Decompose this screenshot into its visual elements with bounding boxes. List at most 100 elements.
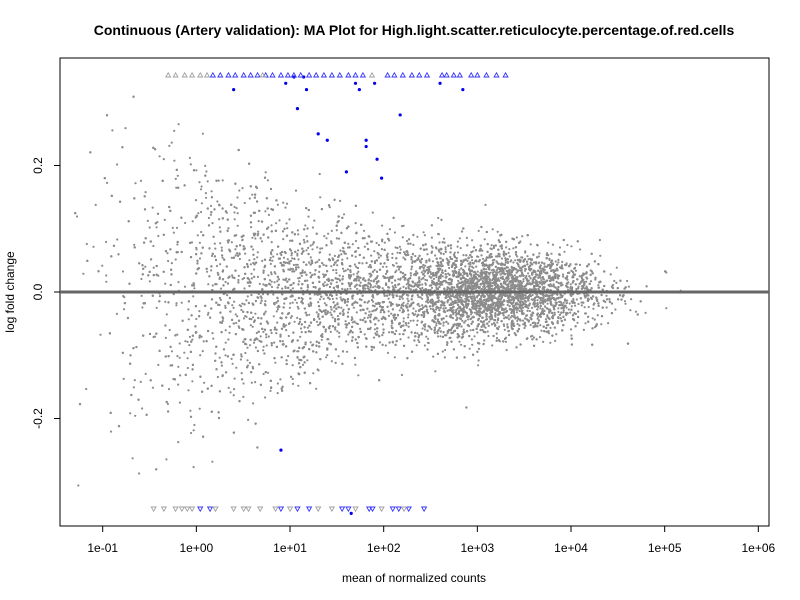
data-point (341, 310, 344, 313)
data-point (477, 293, 481, 297)
data-point (234, 254, 237, 257)
data-point (449, 255, 452, 259)
data-point (168, 144, 171, 147)
data-point (561, 260, 564, 263)
data-point (401, 297, 404, 300)
data-point (188, 335, 191, 338)
data-point (242, 317, 246, 320)
data-point (296, 356, 299, 359)
data-point (152, 266, 155, 269)
data-point (427, 337, 430, 340)
data-point (207, 216, 210, 220)
data-point (504, 340, 507, 343)
data-point (557, 258, 560, 261)
data-point (254, 312, 257, 315)
data-point (205, 170, 208, 173)
data-point (237, 278, 240, 282)
data-point (324, 330, 327, 333)
data-point (339, 249, 342, 252)
data-point (122, 294, 125, 298)
data-point (206, 180, 209, 183)
data-point (77, 484, 80, 487)
data-point (372, 336, 376, 339)
data-point (291, 287, 294, 290)
data-point (496, 268, 499, 271)
data-point (242, 395, 245, 398)
data-point (493, 258, 496, 261)
data-point (573, 311, 576, 315)
data-point (85, 387, 88, 391)
data-point (407, 325, 410, 328)
data-point (218, 218, 221, 221)
data-point (324, 311, 327, 314)
data-point (547, 332, 551, 335)
data-point (363, 333, 366, 336)
data-point (464, 319, 467, 322)
data-point (521, 235, 524, 238)
data-point (629, 309, 632, 312)
data-point (517, 269, 521, 272)
data-point (277, 299, 280, 303)
data-point (614, 308, 617, 311)
data-point (224, 304, 227, 307)
data-point (532, 325, 535, 328)
data-point (574, 304, 577, 307)
data-point (547, 275, 550, 278)
data-point (529, 335, 533, 338)
data-point (430, 328, 433, 331)
data-point (420, 278, 423, 281)
chart-title: Continuous (Artery validation): MA Plot … (94, 22, 735, 38)
data-point (407, 336, 410, 339)
data-point (291, 301, 294, 304)
data-point (403, 251, 406, 254)
data-point (474, 260, 477, 263)
data-point (271, 259, 274, 262)
data-point (456, 298, 459, 302)
data-point (380, 248, 383, 251)
data-point (240, 372, 243, 375)
data-point (347, 333, 350, 336)
data-point (405, 324, 408, 327)
data-point (453, 251, 456, 254)
data-point (345, 340, 348, 343)
data-point (553, 311, 556, 314)
data-point (256, 256, 259, 259)
data-point (591, 317, 594, 320)
data-point (196, 234, 199, 237)
data-point (373, 328, 376, 331)
data-point (234, 248, 237, 251)
data-point (157, 234, 160, 238)
data-point (426, 253, 429, 256)
data-point (536, 243, 539, 246)
data-point (410, 268, 413, 271)
data-point (341, 267, 345, 270)
data-point (544, 318, 548, 321)
data-point (482, 323, 485, 326)
data-point (235, 207, 238, 210)
data-point (485, 257, 488, 260)
data-point (449, 306, 452, 310)
data-point (376, 275, 379, 278)
data-point (287, 355, 290, 358)
data-point (448, 266, 451, 270)
data-point (461, 300, 464, 303)
data-point (488, 320, 491, 323)
data-point (428, 300, 432, 303)
data-point (593, 318, 596, 321)
data-point (347, 242, 350, 245)
data-point (340, 306, 343, 309)
data-point (220, 364, 223, 367)
data-point (460, 343, 463, 346)
data-point (390, 324, 393, 327)
data-point (248, 344, 252, 347)
data-point (471, 265, 474, 268)
data-point (338, 335, 341, 338)
data-point (99, 333, 102, 336)
data-point (282, 278, 285, 281)
data-point (116, 163, 119, 166)
data-point (337, 355, 340, 358)
data-point (421, 327, 424, 330)
data-point (596, 314, 599, 317)
data-point (246, 265, 249, 269)
data-point (282, 256, 286, 259)
